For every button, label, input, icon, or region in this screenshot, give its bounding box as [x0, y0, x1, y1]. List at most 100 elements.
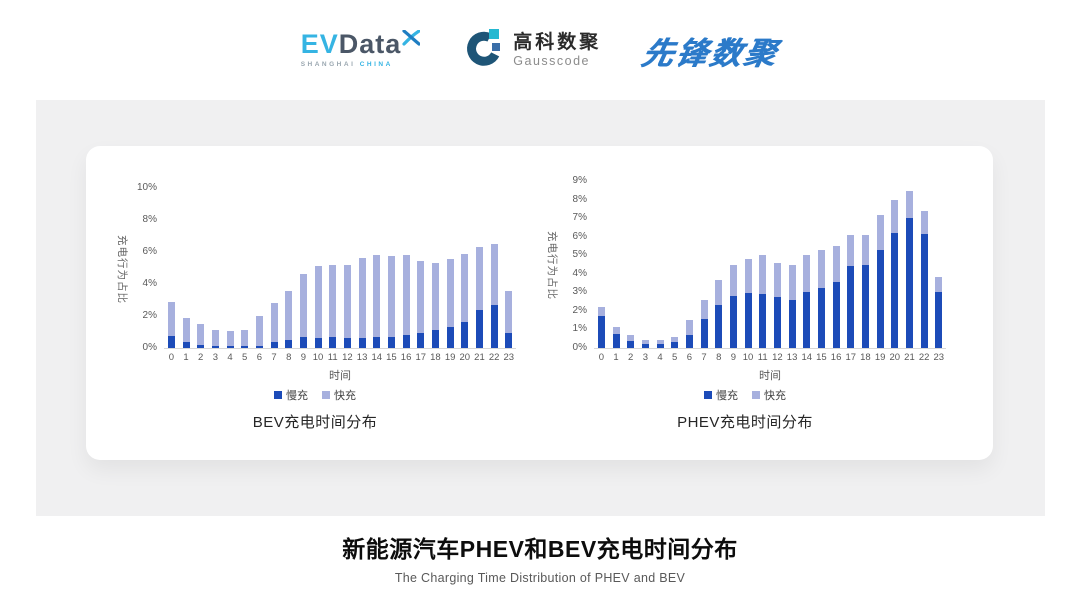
y-tick-label: 4% [572, 267, 587, 279]
bar-segment-slow [285, 340, 293, 348]
bar-column [814, 182, 829, 348]
phev-x-axis-title: 时间 [759, 370, 781, 382]
stacked-bar [226, 331, 234, 348]
bar-segment-fast [671, 336, 679, 343]
bar-column [858, 182, 873, 348]
bar-segment-slow [861, 264, 869, 348]
bar-column [682, 182, 697, 348]
bar-column [399, 189, 414, 348]
phev-y-axis-ticks: 0% 1% 2% 3% 4% 5% 6% 7% 8% 9% [560, 176, 594, 353]
stacked-bar [641, 339, 649, 348]
stacked-bar [241, 329, 249, 348]
x-tick-label: 23 [503, 352, 515, 363]
stacked-bar [891, 199, 899, 348]
bar-segment-fast [402, 255, 410, 336]
stacked-bar [417, 260, 425, 348]
bar-column [609, 182, 624, 348]
bar-segment-slow [431, 330, 439, 348]
legend-item-fast: 快充 [752, 387, 786, 403]
x-tick-label: 5 [242, 352, 248, 363]
stacked-bar [197, 324, 205, 348]
bar-segment-fast [373, 255, 381, 337]
x-tick-label: 18 [430, 352, 441, 363]
bar-column [667, 182, 682, 348]
bar-segment-slow [773, 296, 781, 348]
bev-chart: 充电行为占比 0% 2% 4% 6% 8% 10% 0 1 2 3 4 5 6 7 8 9 10 11 12 13 1… [114, 183, 516, 431]
bev-y-axis-title: 充电行为占比 [115, 234, 128, 304]
pioneer-logo: 先锋数聚 [638, 35, 783, 71]
legend-label-slow: 慢充 [286, 389, 308, 402]
stacked-bar [285, 291, 293, 348]
bar-segment-fast [876, 215, 884, 250]
bar-column [501, 189, 516, 348]
x-tick-label: 16 [400, 352, 412, 363]
bar-segment-slow [817, 287, 825, 348]
stacked-bar [759, 255, 767, 348]
x-tick-label: 10 [312, 352, 324, 363]
y-tick-label: 3% [572, 286, 587, 298]
y-tick-label: 0% [142, 342, 157, 353]
bar-segment-slow [270, 342, 278, 348]
y-tick-label: 7% [572, 212, 587, 224]
phev-bars [594, 182, 946, 348]
bar-segment-fast [461, 253, 469, 323]
x-tick-label: 20 [459, 352, 471, 363]
bar-segment-fast [226, 331, 234, 347]
bar-column [931, 182, 946, 348]
x-tick-label: 22 [918, 352, 930, 363]
bar-column [428, 189, 443, 348]
stacked-bar [299, 274, 307, 348]
x-tick-label: 4 [227, 352, 233, 363]
plot-area [164, 189, 516, 349]
bar-column [638, 182, 653, 348]
stacked-bar [744, 258, 752, 348]
x-tick-label: 12 [772, 352, 783, 363]
bar-segment-fast [905, 191, 913, 219]
legend-label-slow: 慢充 [716, 389, 738, 402]
x-tick-label: 20 [889, 352, 901, 363]
stacked-bar [847, 234, 855, 348]
bar-segment-slow [656, 344, 664, 348]
bar-column [726, 182, 741, 348]
bar-segment-fast [729, 264, 737, 297]
bar-column [384, 189, 399, 348]
stacked-bar [715, 280, 723, 348]
bar-segment-slow [891, 232, 899, 348]
x-tick-label: 19 [444, 352, 456, 363]
y-tick-label: 1% [572, 323, 587, 335]
bar-column [223, 189, 238, 348]
x-tick-label: 2 [198, 352, 204, 363]
bar-column [237, 189, 252, 348]
bar-segment-fast [343, 264, 351, 339]
bar-column [755, 182, 770, 348]
bar-segment-slow [920, 233, 928, 348]
footer: 新能源汽车PHEV和BEV充电时间分布 The Charging Time Di… [0, 530, 1080, 585]
bar-segment-fast [861, 234, 869, 265]
bar-segment-fast [255, 316, 263, 346]
bev-chart-title: BEV充电时间分布 [252, 414, 378, 431]
bar-column [770, 182, 785, 348]
bar-segment-slow [832, 282, 840, 348]
bar-segment-fast [744, 258, 752, 294]
phev-chart: 充电行为占比 0% 1% 2% 3% 4% 5% 6% 7% 8% 9% 0 1 2 3 4 5 6 7 8 9 10… [544, 176, 946, 431]
bar-segment-fast [197, 324, 205, 345]
bar-segment-fast [446, 259, 454, 328]
bar-segment-slow [314, 337, 322, 348]
x-tick-label: 11 [327, 352, 338, 363]
stacked-bar [387, 256, 395, 348]
x-tick-label: 13 [356, 352, 368, 363]
stacked-bar [656, 339, 664, 348]
gausscode-g-icon [462, 27, 504, 74]
bar-column [623, 182, 638, 348]
x-tick-label: 9 [300, 352, 307, 363]
bar-segment-slow [744, 293, 752, 348]
stacked-bar [167, 302, 175, 348]
gausscode-cn-text: 高科数聚 [513, 31, 602, 53]
stacked-bar [446, 259, 454, 348]
x-tick-label: 0 [168, 352, 174, 363]
x-tick-label: 13 [786, 352, 798, 363]
bar-column [252, 189, 267, 348]
bar-segment-fast [417, 260, 425, 333]
stacked-bar [700, 299, 708, 348]
bar-column [711, 182, 726, 348]
